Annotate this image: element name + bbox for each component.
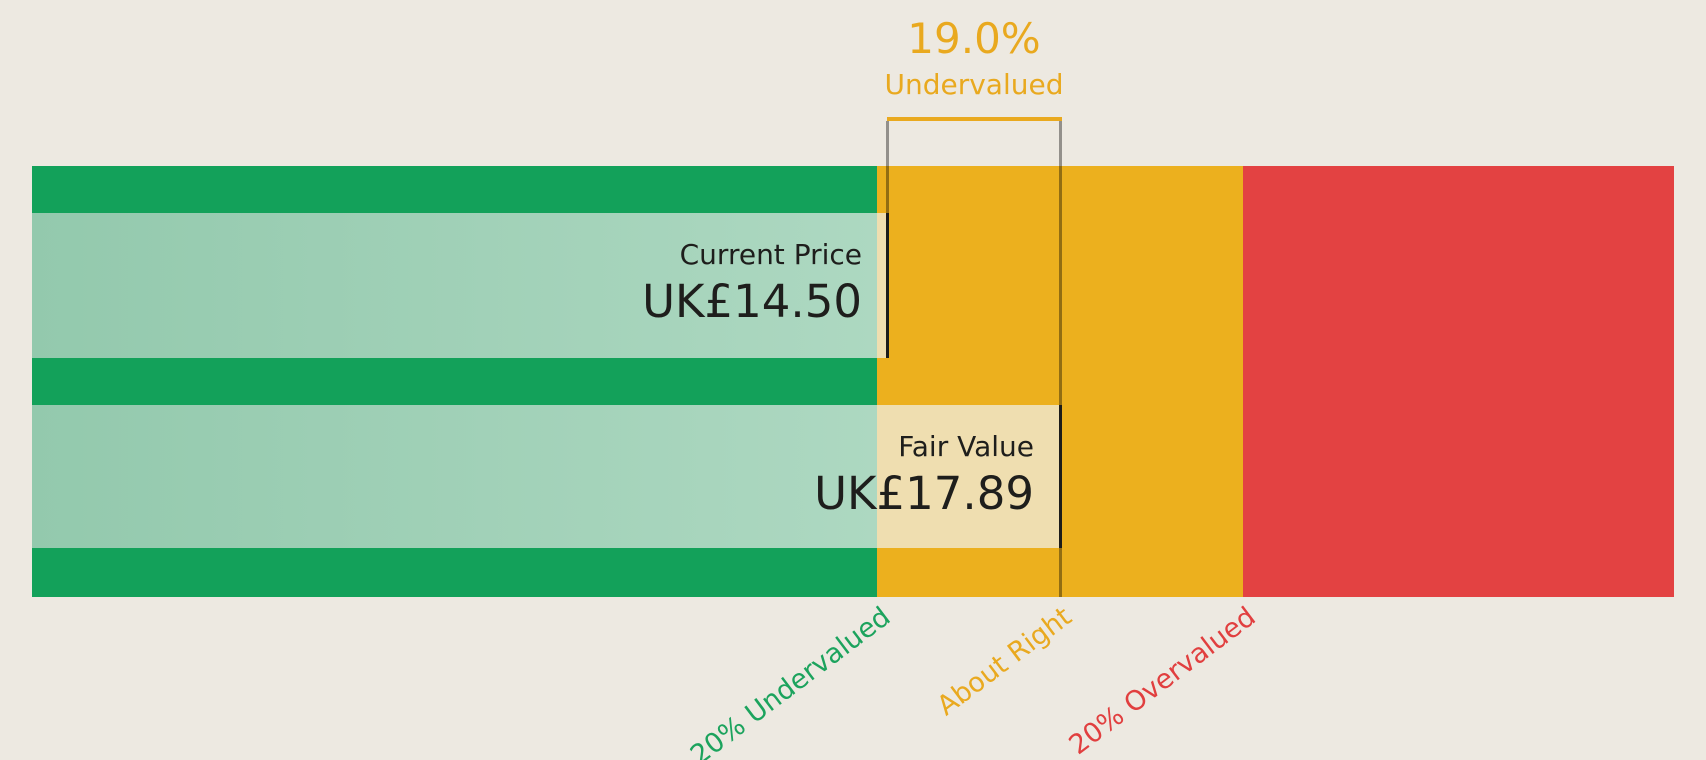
fair-value-band <box>32 405 877 548</box>
fair-value-band-amber-part <box>877 405 1060 548</box>
discount-percent: 19.0% <box>907 14 1041 63</box>
axis-label-about-right: About Right <box>932 601 1079 722</box>
fair-value-value: UK£17.89 <box>814 466 1034 520</box>
fair-value-label-group: Fair Value UK£17.89 <box>814 430 1034 519</box>
fair-value-label: Fair Value <box>898 430 1034 463</box>
current-price-band <box>32 213 877 358</box>
current-price-marker-line <box>886 213 889 358</box>
fair-value-marker-line <box>1059 405 1062 548</box>
current-price-value: UK£14.50 <box>642 274 862 328</box>
axis-label-20pct-undervalued: 20% Undervalued <box>684 601 897 760</box>
fair-value-marker-lower-line <box>1059 548 1062 597</box>
current-price-marker-upper-line <box>886 121 889 213</box>
zone-overvalued <box>1243 166 1674 597</box>
discount-annotation: 19.0% Undervalued <box>774 14 1174 102</box>
discount-status: Undervalued <box>884 68 1064 102</box>
current-price-label: Current Price <box>679 238 862 271</box>
fair-value-marker-upper-line <box>1059 121 1062 405</box>
axis-label-20pct-overvalued: 20% Overvalued <box>1063 601 1262 760</box>
current-price-label-group: Current Price UK£14.50 <box>642 238 862 327</box>
discount-bracket-line <box>887 117 1062 121</box>
current-price-band-amber-part <box>877 213 887 358</box>
